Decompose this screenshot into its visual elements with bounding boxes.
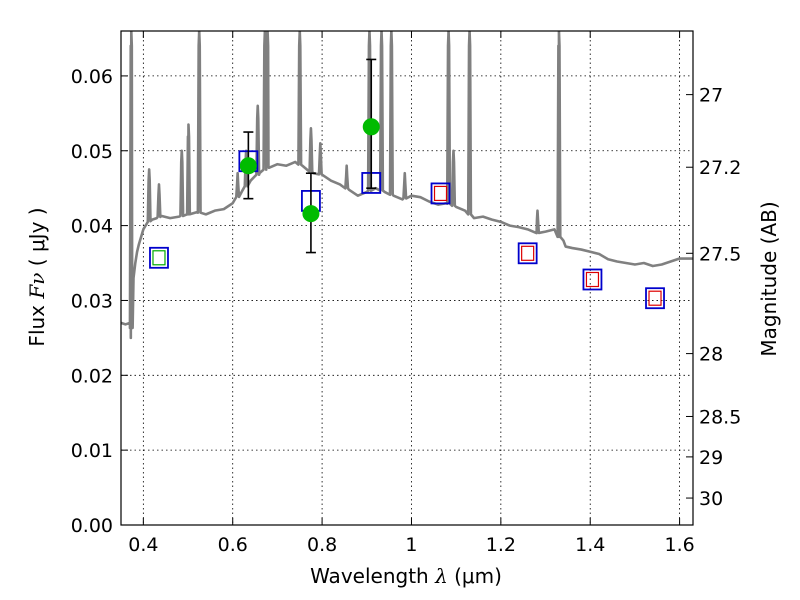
x-tick-label: 0.4: [128, 534, 158, 556]
y-tick-label: 0.00: [71, 515, 113, 537]
y-axis-label: Flux Fν ( μJy ): [25, 207, 49, 346]
y2-tick-label: 30: [699, 488, 723, 510]
y2-tick-label: 27.2: [699, 157, 741, 179]
observed-photometry-point: [362, 118, 380, 136]
model-spectrum-line: [121, 31, 693, 340]
y2-tick-label: 27: [699, 85, 723, 107]
x-tick-label: 1.4: [575, 534, 605, 556]
y2-tick-label: 28.5: [699, 406, 741, 428]
model-photometry-marker: [582, 268, 603, 291]
model-photometry-marker: [645, 287, 665, 310]
y-tick-label: 0.04: [71, 216, 113, 238]
y2-tick-label: 29: [699, 447, 723, 469]
inner-square-marker: [152, 250, 166, 266]
y-tick-label: 0.01: [71, 440, 113, 462]
inner-square-marker: [433, 185, 448, 202]
inner-square-marker: [648, 290, 662, 306]
model-photometry-marker: [430, 182, 451, 205]
y-tick-label: 0.05: [71, 141, 113, 163]
x-tick-label: 1.2: [486, 534, 516, 556]
x-tick-label: 1: [405, 534, 417, 556]
y2-tick-label: 27.5: [699, 243, 741, 265]
model-photometry-marker: [149, 246, 169, 269]
y-tick-label: 0.03: [71, 290, 113, 312]
inner-square-marker: [585, 271, 600, 288]
data-layer: [121, 31, 693, 340]
y-axis-label-symbol: Fν: [25, 273, 49, 300]
x-axis-label-unit: (μm): [454, 564, 502, 588]
y-tick-label: 0.06: [71, 66, 113, 88]
x-tick-label: 1.6: [664, 534, 694, 556]
y2-axis-label: Magnitude (AB): [757, 201, 781, 356]
x-tick-label: 0.6: [218, 534, 248, 556]
x-axis-label-text: Wavelength: [310, 564, 429, 588]
y-tick-label: 0.02: [71, 365, 113, 387]
x-axis-label: Wavelength λ (μm): [310, 564, 502, 588]
model-photometry-marker: [517, 242, 538, 265]
error-bars-layer: [239, 58, 380, 254]
observed-photometry-point: [302, 205, 320, 223]
inner-square-marker: [521, 245, 535, 261]
y-axis-label-unit: ( μJy ): [25, 207, 49, 266]
y2-tick-label: 28: [699, 344, 723, 366]
plot-frame: [120, 30, 694, 526]
x-axis-label-symbol: λ: [434, 564, 448, 588]
x-tick-label: 0.8: [307, 534, 337, 556]
plot-area-background: [121, 31, 693, 525]
ticks-layer: 0.4 0.6 0.8 1 1.2 1.4 1.6 0.00 0.01 0.02 0.03 0.04 0…: [71, 31, 741, 556]
y-axis-label-text: Flux: [25, 305, 49, 347]
observed-photometry-point: [239, 157, 257, 175]
